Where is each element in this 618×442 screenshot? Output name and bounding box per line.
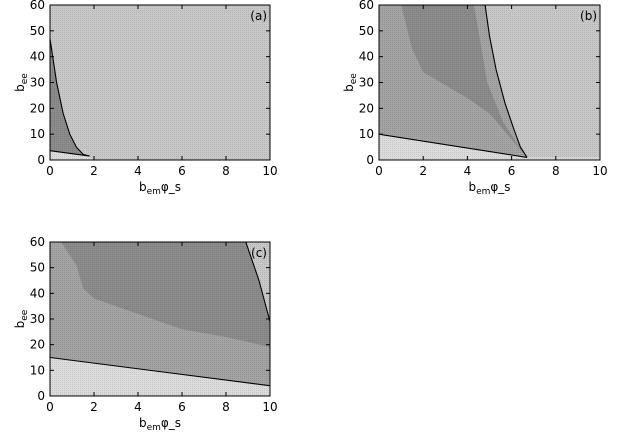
- x-tick-label: 4: [134, 400, 142, 414]
- region-texture-3: [401, 5, 525, 155]
- y-tick-label: 0: [37, 389, 45, 403]
- panel-b: 0 2 4 6 8 10 0 10 20 30 40 50 60 bemφ_s bee (b): [342, 0, 608, 197]
- boundary-line-0: [379, 133, 528, 158]
- region-texture-2: [50, 38, 90, 157]
- region-texture-0: [50, 357, 270, 396]
- x-tick-label: 4: [134, 164, 142, 178]
- panel-c: 0 2 4 6 8 10 0 10 20 30 40 50 60 bemφ_s bee (c): [13, 235, 278, 433]
- y-axis-label: bee: [13, 73, 30, 92]
- y-tick-label: 10: [30, 363, 45, 377]
- y-tick-label: 40: [30, 286, 45, 300]
- x-tick-label: 6: [508, 164, 516, 178]
- region-texture-1: [50, 150, 94, 160]
- y-tick-label: 30: [30, 312, 45, 326]
- region-texture-3: [245, 242, 270, 322]
- y-tick-label: 60: [30, 0, 45, 12]
- x-tick-label: 8: [222, 164, 230, 178]
- panel-label: (a): [250, 9, 267, 23]
- y-tick-label: 50: [359, 24, 374, 38]
- region-texture-1: [379, 134, 600, 160]
- y-tick-label: 20: [359, 101, 374, 115]
- x-tick-label: 2: [419, 164, 427, 178]
- y-axis-label: bee: [13, 309, 30, 328]
- boundary-line-1: [484, 5, 528, 158]
- boundary-line-0: [50, 150, 90, 157]
- x-axis-label: bemφ_s: [139, 180, 181, 197]
- x-tick-label: 0: [46, 164, 54, 178]
- y-tick-label: 10: [359, 127, 374, 141]
- y-tick-label: 50: [30, 24, 45, 38]
- x-tick-label: 10: [262, 400, 277, 414]
- x-tick-label: 4: [464, 164, 472, 178]
- x-tick-label: 6: [178, 400, 186, 414]
- y-tick-label: 20: [30, 101, 45, 115]
- x-axis-label: bemφ_s: [139, 416, 181, 433]
- y-tick-label: 60: [30, 235, 45, 249]
- y-tick-label: 10: [30, 127, 45, 141]
- y-tick-label: 30: [359, 76, 374, 90]
- x-tick-label: 2: [90, 400, 98, 414]
- x-tick-label: 10: [592, 164, 607, 178]
- y-tick-label: 20: [30, 338, 45, 352]
- x-tick-label: 0: [375, 164, 383, 178]
- y-tick-label: 40: [359, 50, 374, 64]
- boundary-line-0: [50, 356, 270, 387]
- x-tick-label: 8: [552, 164, 560, 178]
- y-tick-label: 50: [30, 261, 45, 275]
- x-tick-label: 6: [178, 164, 186, 178]
- region-texture-2: [61, 242, 270, 348]
- y-tick-label: 0: [366, 153, 374, 167]
- y-axis-label: bee: [342, 73, 359, 92]
- panel-label: (b): [580, 9, 597, 23]
- y-tick-label: 0: [37, 153, 45, 167]
- y-tick-label: 60: [359, 0, 374, 12]
- boundary-line-1: [245, 242, 270, 322]
- y-tick-label: 30: [30, 76, 45, 90]
- region-texture-0: [50, 5, 270, 160]
- x-tick-label: 8: [222, 400, 230, 414]
- panel-a: 0 2 4 6 8 10 0 10 20 30 40 50 60 bemφ_s bee (a): [13, 0, 278, 197]
- y-tick-label: 40: [30, 50, 45, 64]
- x-tick-label: 10: [262, 164, 277, 178]
- panel-label: (c): [251, 246, 267, 260]
- x-tick-label: 0: [46, 400, 54, 414]
- x-tick-label: 2: [90, 164, 98, 178]
- x-axis-label: bemφ_s: [468, 180, 510, 197]
- boundary-line-1: [50, 38, 90, 157]
